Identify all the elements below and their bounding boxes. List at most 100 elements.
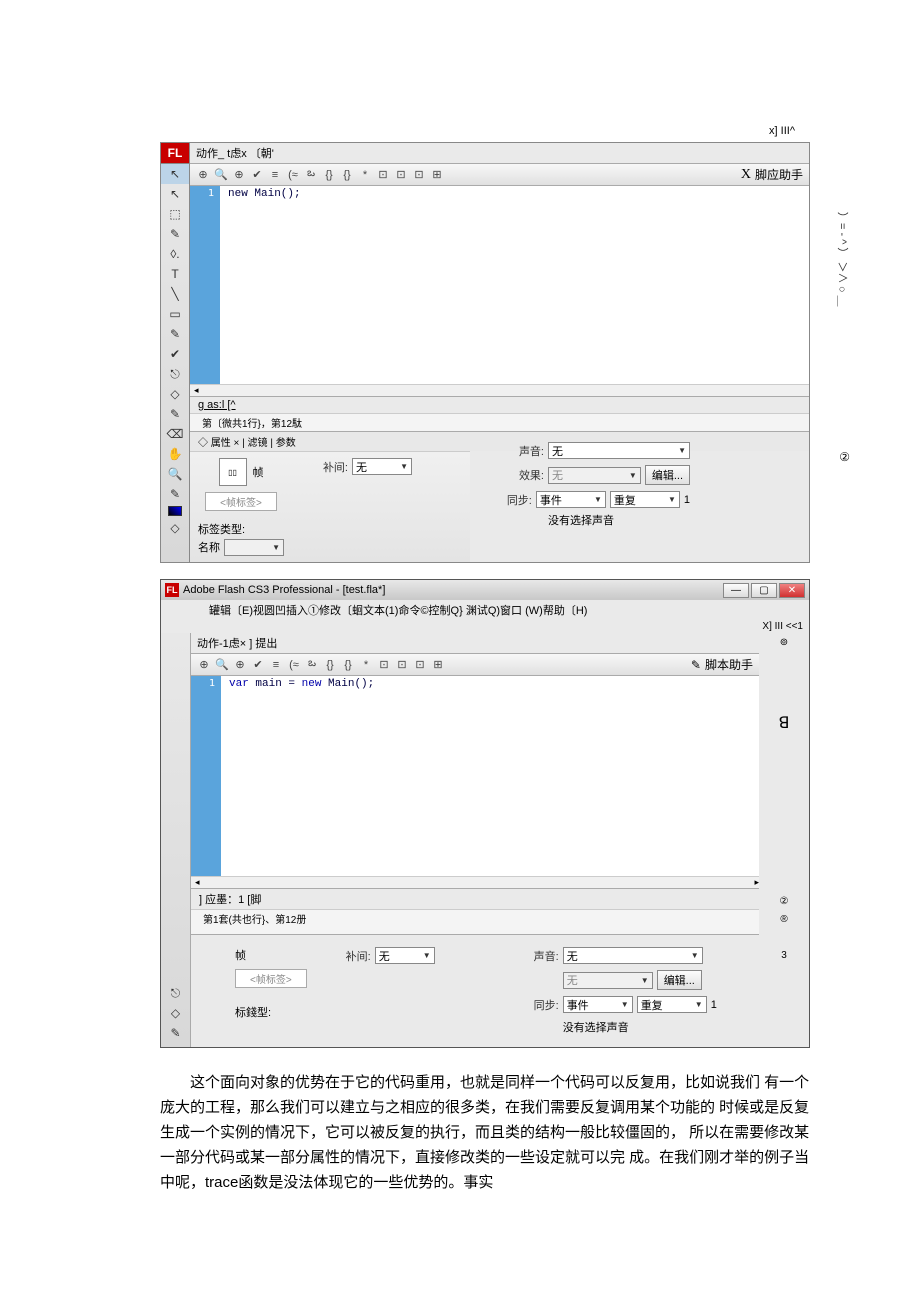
paint-tool[interactable]: ◊.	[161, 244, 189, 264]
effect-select[interactable]: 无▼	[548, 467, 641, 484]
right-marks: ⊚ ꓭ ② ® 3	[759, 633, 809, 1047]
frame-label: 帧	[253, 464, 264, 480]
script-assist-button[interactable]: X脚应助手	[741, 166, 803, 183]
eraser-tool[interactable]: ⌫	[161, 424, 189, 444]
frame-tag-input2[interactable]: <帧标签>	[235, 969, 307, 988]
expand-icon[interactable]: {}	[340, 168, 354, 182]
pen-tool[interactable]: ✎	[161, 224, 189, 244]
nav2-icon[interactable]: ⊡	[394, 168, 408, 182]
sound-select[interactable]: 无▼	[548, 442, 690, 459]
ink-tool2[interactable]: ⎋	[161, 983, 190, 1003]
collapse-icon[interactable]: {}	[323, 658, 337, 672]
frame-label2: 帧	[235, 947, 246, 963]
h-scrollbar[interactable]: ◂	[190, 384, 809, 396]
flash-window: FL Adobe Flash CS3 Professional - [test.…	[160, 579, 810, 1048]
code-text2[interactable]: var main = new Main();	[221, 676, 382, 876]
effect-label: 效果:	[500, 467, 544, 483]
code-editor2[interactable]: 1 var main = new Main();	[191, 676, 759, 876]
name-select[interactable]: ▼	[224, 539, 284, 556]
repeat-select[interactable]: 重复▼	[610, 491, 680, 508]
label-type-label2: 标錢型:	[235, 1004, 307, 1020]
format-icon[interactable]: ≡	[268, 168, 282, 182]
line-tool[interactable]: ╲	[161, 284, 189, 304]
sound-label: 声音:	[500, 443, 544, 459]
code-editor[interactable]: 1 new Main();	[190, 186, 809, 384]
hint-icon[interactable]: (≈	[287, 658, 301, 672]
debug-icon[interactable]: ఒ	[304, 168, 318, 182]
nav2-icon[interactable]: ⊡	[395, 658, 409, 672]
bucket-tool[interactable]: ◇	[161, 384, 189, 404]
format-icon[interactable]: ≡	[269, 658, 283, 672]
window-titlebar[interactable]: FL Adobe Flash CS3 Professional - [test.…	[161, 580, 809, 600]
check-icon[interactable]: ✔	[250, 168, 264, 182]
extra-tool[interactable]: ◇	[161, 518, 189, 538]
target-icon[interactable]: ⊕	[233, 658, 247, 672]
find-icon[interactable]: 🔍	[214, 168, 228, 182]
status-link2[interactable]: ] 应墨：1 [脚	[191, 888, 759, 909]
actions-tab2[interactable]: 动作-1虑× ] 提出	[191, 633, 759, 654]
line-number: 1	[190, 186, 220, 199]
repeat-select2[interactable]: 重复▼	[637, 996, 707, 1013]
add-icon[interactable]: ⊕	[197, 658, 211, 672]
hint-icon[interactable]: (≈	[286, 168, 300, 182]
zoom-tool[interactable]: 🔍	[161, 464, 189, 484]
expand-icon[interactable]: {}	[341, 658, 355, 672]
h-scrollbar2[interactable]: ◂▸	[191, 876, 759, 888]
color-swatch[interactable]	[168, 506, 182, 516]
edit-button[interactable]: 编辑...	[645, 465, 690, 485]
actions-tab[interactable]: 动作_ t虑x 〔朝'	[190, 143, 809, 164]
nav1-icon[interactable]: ⊡	[377, 658, 391, 672]
nav3-icon[interactable]: ⊡	[413, 658, 427, 672]
code-text[interactable]: new Main();	[220, 186, 309, 384]
sync-label2: 同步:	[515, 997, 559, 1013]
eyedrop-tool[interactable]: ✎	[161, 404, 189, 424]
nav1-icon[interactable]: ⊡	[376, 168, 390, 182]
close-button[interactable]: ✕	[779, 583, 805, 598]
pin-icon[interactable]: ⊞	[430, 168, 444, 182]
actions-toolbar: ⊕ 🔍 ⊕ ✔ ≡ (≈ ఒ {} {} * ⊡ ⊡ ⊡ ⊞ X脚应助手	[190, 164, 809, 186]
lasso-tool[interactable]: ⬚	[161, 204, 189, 224]
check-icon[interactable]: ✔	[251, 658, 265, 672]
edit-button2[interactable]: 编辑...	[657, 970, 702, 990]
rect-tool[interactable]: ▭	[161, 304, 189, 324]
subselection-tool[interactable]: ↖	[161, 184, 189, 204]
minimize-button[interactable]: —	[723, 583, 749, 598]
maximize-button[interactable]: ▢	[751, 583, 777, 598]
status-link[interactable]: g as:l [^	[190, 396, 809, 413]
corner-mark: x] III^	[160, 125, 810, 137]
bucket-tool2[interactable]: ◇	[161, 1003, 190, 1023]
pencil-tool[interactable]: ✎	[161, 324, 189, 344]
star-icon[interactable]: *	[358, 168, 372, 182]
stroke-tool[interactable]: ✎	[161, 484, 189, 504]
flash-icon: FL	[165, 583, 179, 597]
sound-select2[interactable]: 无▼	[563, 947, 703, 964]
sync-select[interactable]: 事件▼	[536, 491, 606, 508]
tween-select2[interactable]: 无▼	[375, 947, 435, 964]
hand-tool[interactable]: ✋	[161, 444, 189, 464]
tween-label: 补间:	[304, 459, 348, 475]
corner-mark2: X] III <<1	[161, 620, 809, 633]
sync-select2[interactable]: 事件▼	[563, 996, 633, 1013]
menu-bar[interactable]: 罐辑〔E)视圆凹插入①修改〔蛔文本(1)命令©控制Q} 渊试Q)窗口 (W)帮助…	[161, 600, 809, 620]
find-icon[interactable]: 🔍	[215, 658, 229, 672]
pin-icon[interactable]: ⊞	[431, 658, 445, 672]
frame-tag-input[interactable]: <帧标签>	[205, 492, 277, 511]
eyedrop-tool2[interactable]: ✎	[161, 1023, 190, 1043]
selection-tool[interactable]: ↖	[161, 164, 189, 184]
no-sound-text2: 没有选择声音	[515, 1019, 717, 1035]
brush-tool[interactable]: ✔	[161, 344, 189, 364]
target-icon[interactable]: ⊕	[232, 168, 246, 182]
collapse-icon[interactable]: {}	[322, 168, 336, 182]
tween-select[interactable]: 无▼	[352, 458, 412, 475]
effect-select2[interactable]: 无▼	[563, 972, 653, 989]
actions-toolbar2: ⊕ 🔍 ⊕ ✔ ≡ (≈ ఒ {} {} * ⊡ ⊡ ⊡ ⊞ ✎脚本助手	[191, 654, 759, 676]
debug-icon[interactable]: ఒ	[305, 658, 319, 672]
ink-tool[interactable]: ⎋	[161, 364, 189, 384]
nav3-icon[interactable]: ⊡	[412, 168, 426, 182]
add-icon[interactable]: ⊕	[196, 168, 210, 182]
text-tool[interactable]: T	[161, 264, 189, 284]
script-assist-button2[interactable]: ✎脚本助手	[691, 656, 753, 673]
star-icon[interactable]: *	[359, 658, 373, 672]
label-type-label: 标签类型:	[198, 521, 284, 537]
sync-label: 同步:	[500, 492, 532, 508]
